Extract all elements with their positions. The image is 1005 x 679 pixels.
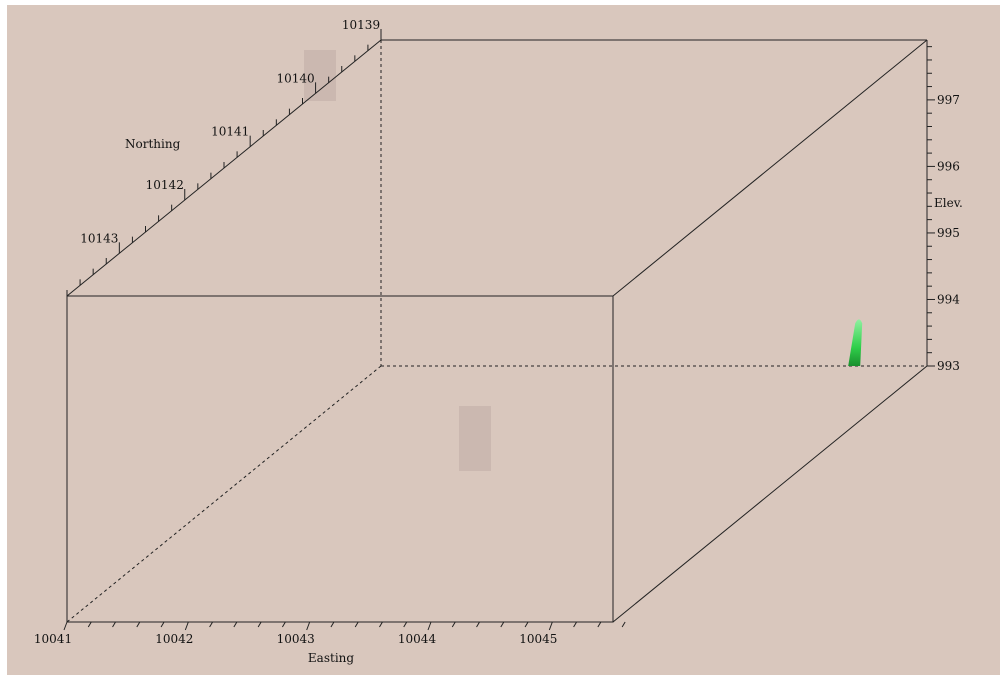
northing-axis-label: Northing [125,137,181,151]
easting-tick-label: 10042 [155,632,193,646]
elevation-tick-label: 995 [937,226,960,240]
easting-minor-tick [403,621,408,628]
northing-tick-label: 10139 [342,18,380,32]
easting-minor-tick [354,621,359,628]
easting-minor-tick [209,621,214,628]
easting-minor-tick [112,621,116,628]
easting-tick-label: 10045 [519,632,557,646]
elevation-tick-label: 993 [937,359,960,373]
tick-labels: 10041 10042 10043 10044 10045 10139 10140 10141… [34,18,960,646]
northing-tick-label: 10142 [146,178,184,192]
elevation-tick-label: 994 [937,292,960,306]
easting-minor-tick [524,621,529,628]
data-marks [848,319,863,366]
easting-minor-tick [573,621,578,628]
northing-highlight-box [304,50,336,101]
green-data-mark[interactable] [848,319,863,366]
3d-box-plot[interactable]: 10041 10042 10043 10044 10045 10139 10140 10141… [7,5,1000,675]
easting-minor-tick [330,621,335,628]
center-highlight-box [459,406,491,471]
front-face [66,295,614,623]
edge-top-right-depth [612,39,928,297]
easting-minor-tick [87,621,92,628]
elevation-tick-label: 996 [937,159,960,173]
easting-minor-tick [160,621,165,628]
easting-minor-tick [500,621,505,628]
easting-tick-label: 10044 [398,632,437,646]
easting-minor-tick [281,621,286,628]
easting-minor-tick [379,621,383,628]
easting-minor-tick [621,621,626,628]
easting-axis-label: Easting [308,651,354,665]
easting-major-tick [548,621,553,631]
elevation-tick-label: 997 [937,93,960,107]
tick-marks [63,29,935,631]
easting-minor-tick [476,621,480,628]
elevation-axis-label: Elev. [934,196,963,210]
easting-minor-tick [451,621,456,628]
easting-major-tick [306,621,311,631]
edge-bottom-right-depth [612,365,928,623]
easting-minor-tick [136,621,141,628]
hidden-edge-back-diagonal [66,365,382,623]
easting-major-tick [427,621,432,631]
easting-minor-tick [257,621,262,628]
plot-viewport: 10041 10042 10043 10044 10045 10139 10140 10141… [7,5,1000,675]
easting-tick-label: 10041 [34,632,72,646]
easting-minor-tick [597,621,602,628]
northing-tick-label: 10141 [211,125,249,139]
easting-tick-label: 10043 [277,632,315,646]
northing-tick-label: 10143 [80,231,118,245]
easting-major-tick [63,621,68,631]
northing-tick-label: 10140 [276,71,314,85]
easting-major-tick [184,621,189,631]
easting-minor-tick [233,621,238,628]
